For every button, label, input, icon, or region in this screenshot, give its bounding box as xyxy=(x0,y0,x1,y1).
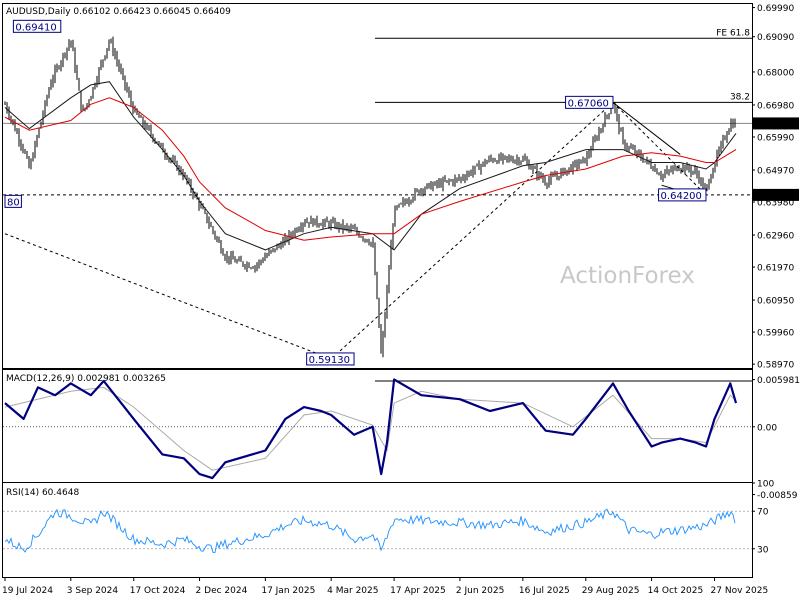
price-tick-label: 0.65990 xyxy=(757,133,794,143)
price-axis: 0.69990 0.69090 0.68000 0.66980 0.66409 0.659… xyxy=(752,4,799,371)
trend-line xyxy=(4,233,332,360)
x-tick-label: 17 Jan 2025 xyxy=(261,586,315,596)
price-level-box xyxy=(306,352,355,366)
rsi-lines xyxy=(3,508,752,553)
price-axis-highlight xyxy=(753,117,799,130)
reference-lines: FE 61.8 38.2 xyxy=(3,28,752,196)
trend-line xyxy=(612,102,707,196)
x-tick-label: 16 Jul 2025 xyxy=(519,586,570,596)
price-tick-label: 0.69090 xyxy=(757,33,794,43)
macd-tick-label: 0.005981 xyxy=(757,376,800,386)
price-tick-label: 0.66980 xyxy=(757,101,794,111)
x-tick-label: 2 Jun 2025 xyxy=(456,586,504,596)
x-tick-label: 27 Nov 2025 xyxy=(711,586,769,596)
price-tick-label: 0.64970 xyxy=(757,166,794,176)
moving-averages xyxy=(4,81,737,251)
price-tick-label: 0.59960 xyxy=(757,329,794,339)
rsi-axis: 100 70 30 xyxy=(752,480,774,555)
price-level-label: 80 xyxy=(4,194,22,208)
rsi-tick-label: 100 xyxy=(757,480,774,490)
x-tick-label: 4 Mar 2025 xyxy=(327,586,378,596)
price-tick-label: 0.62960 xyxy=(757,232,794,242)
x-tick-label: 14 Oct 2025 xyxy=(648,586,704,596)
price-level-text: 0.69410 xyxy=(15,22,56,33)
price-level-label: 0.69410 xyxy=(12,19,62,33)
watermark: ActionForex xyxy=(560,263,695,289)
price-level-label: 0.64200 xyxy=(658,188,707,202)
price-level-box xyxy=(12,19,62,33)
price-level-text: 0.67060 xyxy=(568,98,609,109)
chart-title: AUDUSD,Daily 0.66102 0.66423 0.66045 0.6… xyxy=(6,7,231,17)
x-tick-label: 17 Oct 2024 xyxy=(130,586,186,596)
trend-line xyxy=(330,101,614,360)
price-tick-label: 0.68000 xyxy=(757,68,794,78)
macd-signal-line xyxy=(4,386,737,471)
price-labels: 0.69410 0.67060 0.64200 0.59130 80 xyxy=(4,19,707,366)
macd-title: MACD(12,26,9) 0.002981 0.003265 xyxy=(6,374,166,384)
ma-fast-line xyxy=(4,81,737,251)
price-level-label: 0.59130 xyxy=(306,352,355,366)
rsi-pane xyxy=(2,482,753,578)
price-level-text: 80 xyxy=(7,197,20,208)
price-tick-label: 0.63980 xyxy=(757,199,794,209)
price-tick-label: 0.60950 xyxy=(757,297,794,307)
x-tick-label: 3 Sep 2024 xyxy=(67,586,119,596)
macd-main-line xyxy=(4,378,738,480)
price-tick-label: 0.58970 xyxy=(757,361,794,371)
price-level-box xyxy=(4,194,22,208)
trend-line xyxy=(612,101,681,155)
macd-tick-label: -0.00859 xyxy=(757,491,798,501)
price-level-text: 0.64200 xyxy=(661,191,702,202)
price-level-box xyxy=(565,95,614,109)
x-tick-label: 19 Jul 2024 xyxy=(2,586,53,596)
rsi-title: RSI(14) 60.4648 xyxy=(6,488,79,498)
ma-slow-line xyxy=(4,97,737,241)
price-pane xyxy=(2,3,753,369)
x-axis: 19 Jul 2024 3 Sep 2024 17 Oct 2024 2 Dec 20… xyxy=(2,577,768,596)
rsi-line xyxy=(4,508,736,553)
macd-lines xyxy=(3,378,752,480)
price-level-box xyxy=(658,188,707,202)
price-axis-highlight xyxy=(753,188,799,201)
reference-line-label: 38.2 xyxy=(730,92,750,102)
x-tick-label: 2 Dec 2024 xyxy=(196,586,248,596)
rsi-tick-label: 70 xyxy=(757,508,769,518)
macd-tick-label: 0.00 xyxy=(757,423,777,433)
macd-axis: 0.005981 0.00 -0.00859 xyxy=(752,376,800,501)
x-tick-label: 17 Apr 2025 xyxy=(390,586,446,596)
price-bars xyxy=(4,36,736,358)
price-level-label: 0.67060 xyxy=(565,95,614,109)
price-tick-label: 0.61970 xyxy=(757,264,794,274)
price-tick-label: 0.66409 xyxy=(756,120,793,130)
x-tick-label: 29 Aug 2025 xyxy=(582,586,640,596)
price-tick-label: 0.64200 xyxy=(756,191,793,201)
reference-line-label: FE 61.8 xyxy=(716,28,750,38)
rsi-tick-label: 30 xyxy=(757,545,769,555)
price-tick-label: 0.69990 xyxy=(757,4,794,14)
price-level-text: 0.59130 xyxy=(309,355,350,366)
